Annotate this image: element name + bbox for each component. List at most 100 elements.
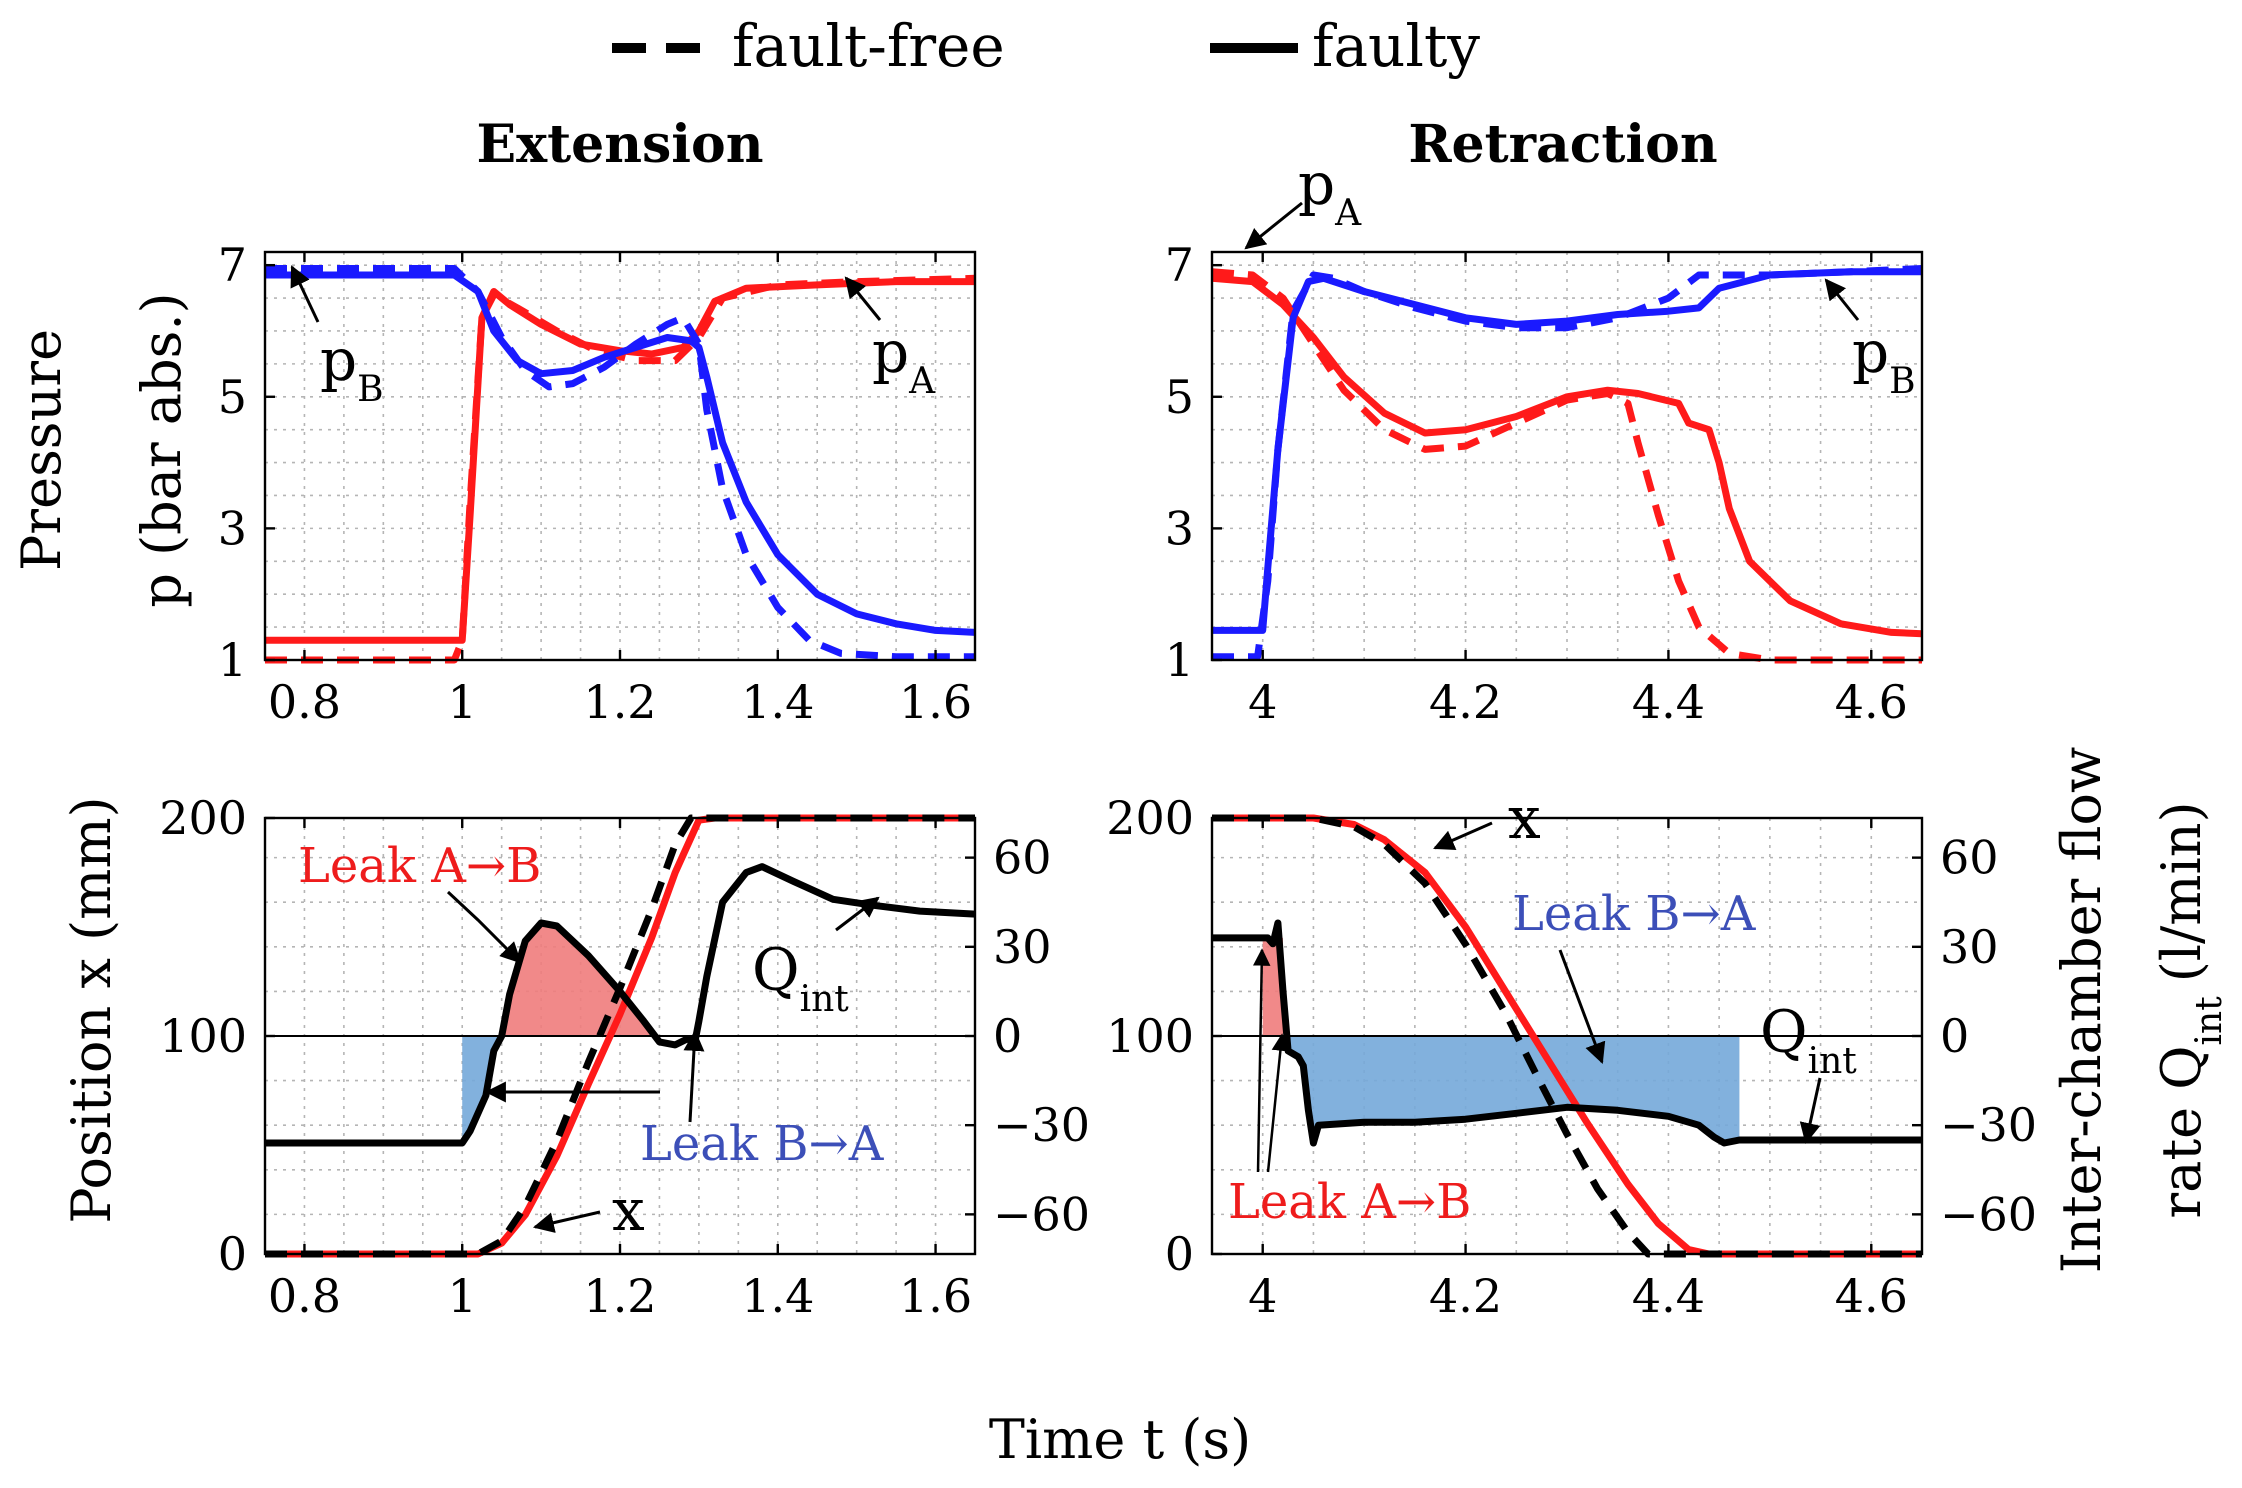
x-tick-label: 1.2	[583, 1269, 656, 1323]
x-tick-label: 1.4	[741, 1269, 814, 1323]
pressure-ylabel-line1: Pressure	[10, 329, 73, 571]
x-ext-label: x	[612, 1176, 645, 1244]
x-tick-label: 4.4	[1632, 675, 1705, 729]
flow-ylabel-line2: rate Qint (l/min)	[2150, 801, 2230, 1218]
flow-ylabel-rate: rate Q	[2150, 1045, 2213, 1218]
series-pa-faulty	[1211, 274, 1923, 638]
panel-ret-position: 4 4.2 4.4 4.6 0 100 200 60 30 0 −30 −60	[1106, 791, 2037, 1323]
leak-BA-ext-label: Leak B→A	[640, 1116, 885, 1172]
qint-ext-arrow	[835, 896, 880, 932]
y-tick-label: 100	[159, 1009, 247, 1063]
position-ylabel: Position x (mm)	[60, 796, 123, 1223]
y-tick-label: 7	[218, 238, 247, 292]
y2-tick-label: 0	[993, 1009, 1022, 1063]
y2-tick-label: −30	[1940, 1098, 2037, 1152]
leak-AB-ret-arrow-1	[1252, 948, 1271, 1173]
pressure-ylabel-line2: p (bar abs.)	[130, 292, 193, 607]
flow-ylabel-line1: Inter-chamber flow	[2050, 747, 2113, 1274]
x-tick-label: 4.2	[1429, 1269, 1502, 1323]
y2-tick-label: −60	[993, 1187, 1090, 1241]
y-tick-label: 100	[1106, 1009, 1194, 1063]
y-tick-label: 0	[218, 1227, 247, 1281]
panel-ext-pressure: 0.8 1 1.2 1.4 1.6 1 3 5 7	[218, 238, 977, 729]
fill-leak-BA	[1285, 1036, 1740, 1144]
pA-ret-label: pA	[1298, 150, 1362, 234]
x-tick-label: 0.8	[268, 1269, 341, 1323]
y2-tick-label: 30	[993, 920, 1052, 974]
series-pa-fault-free	[1211, 268, 1922, 664]
leak-AB-ext-label: Leak A→B	[298, 838, 541, 894]
legend: fault-free faulty	[612, 12, 1480, 80]
plot-frame	[263, 250, 977, 662]
leak-AB-ret-arrow-2	[1266, 1033, 1290, 1173]
x-tick-label: 1.2	[583, 675, 656, 729]
x-tick-label: 1.4	[741, 675, 814, 729]
series-pa-fault-free	[265, 274, 976, 664]
pB-ext-arrow	[290, 265, 320, 323]
flow-ylabel-unit: (l/min)	[2150, 801, 2213, 982]
annotations: pB pA pA pB Leak A→B Leak B→A Qint x x L…	[290, 150, 1916, 1244]
flow-ylabel-sub: int	[2189, 996, 2230, 1046]
x-tick-label: 4.6	[1835, 675, 1908, 729]
y-tick-label: 3	[218, 501, 247, 555]
pA-ret-arrow	[1244, 201, 1303, 250]
legend-faulty-label: faulty	[1312, 12, 1480, 80]
qint-ret-arrow	[1799, 1077, 1822, 1145]
legend-fault-free-label: fault-free	[732, 12, 1005, 80]
series-pb-fault-free	[265, 265, 975, 661]
pB-ret-label: pB	[1852, 318, 1916, 402]
y-tick-label: 3	[1165, 501, 1194, 555]
series-qint-faulty	[265, 863, 976, 1147]
fill-leak-BA	[462, 1036, 502, 1144]
leak-BA-ret-label: Leak B→A	[1512, 886, 1757, 942]
x-tick-label: 1.6	[899, 675, 972, 729]
y-tick-label: 7	[1165, 238, 1194, 292]
y-tick-label: 200	[159, 791, 247, 845]
pA-ext-arrow	[844, 276, 882, 321]
leak-BA-ret-arrow	[1558, 949, 1606, 1064]
leak-BA-ext-arrow-right	[683, 1029, 705, 1123]
pressure-ylabel: Pressure p (bar abs.)	[10, 292, 193, 607]
series-qint-faulty	[1212, 919, 1922, 1147]
x-tick-label: 4.2	[1429, 675, 1502, 729]
x-axis-label: Time t (s)	[989, 1408, 1251, 1471]
x-ret-label: x	[1508, 784, 1541, 852]
y-tick-label: 200	[1106, 791, 1194, 845]
fill-leak-AB	[501, 923, 656, 1036]
panel-ret-pressure: 4 4.2 4.4 4.6 1 3 5 7	[1165, 238, 1924, 729]
flow-ylabel: Inter-chamber flow rate Qint (l/min)	[2050, 747, 2230, 1274]
y2-tick-label: 0	[1940, 1009, 1969, 1063]
series-pb-fault-free	[1212, 265, 1923, 661]
y2-tick-label: 60	[993, 831, 1052, 885]
leak-AB-ret-label: Leak A→B	[1228, 1174, 1471, 1230]
y2-tick-label: 60	[1940, 831, 1999, 885]
panel-title-extension: Extension	[476, 114, 763, 175]
series-x-fault-free	[265, 814, 975, 1258]
panel-ext-position: 0.8 1 1.2 1.4 1.6 0 100 200 60 30 0 −30 −60	[159, 791, 1090, 1323]
y-tick-label: 1	[1165, 633, 1194, 687]
x-ret-arrow	[1433, 821, 1493, 851]
y2-tick-label: −60	[1940, 1187, 2037, 1241]
series-pb-faulty	[265, 271, 976, 636]
y-tick-label: 5	[1165, 370, 1194, 424]
x-tick-label: 1	[448, 675, 477, 729]
qint-ret-label: Qint	[1760, 998, 1857, 1082]
y2-tick-label: 30	[1940, 920, 1999, 974]
x-tick-label: 4	[1248, 675, 1277, 729]
x-tick-label: 1	[448, 1269, 477, 1323]
plot-frame	[1210, 250, 1924, 662]
leak-AB-ext-arrow	[446, 890, 522, 964]
y-tick-label: 1	[218, 633, 247, 687]
x-tick-label: 4	[1248, 1269, 1277, 1323]
panel-title-retraction: Retraction	[1408, 114, 1717, 175]
qint-ext-label: Qint	[752, 936, 849, 1020]
panels: 0.8 1 1.2 1.4 1.6 1 3 5 7 4 4.2 4.4 4.6 1 3 5 7 0.8 1 1.2 1.…	[159, 238, 2037, 1323]
y-tick-label: 0	[1165, 1227, 1194, 1281]
x-tick-label: 1.6	[899, 1269, 972, 1323]
pB-ret-arrow	[1824, 278, 1860, 321]
y2-tick-label: −30	[993, 1098, 1090, 1152]
x-tick-label: 0.8	[268, 675, 341, 729]
pA-ext-label: pA	[872, 318, 936, 402]
x-ext-arrow	[532, 1210, 601, 1233]
